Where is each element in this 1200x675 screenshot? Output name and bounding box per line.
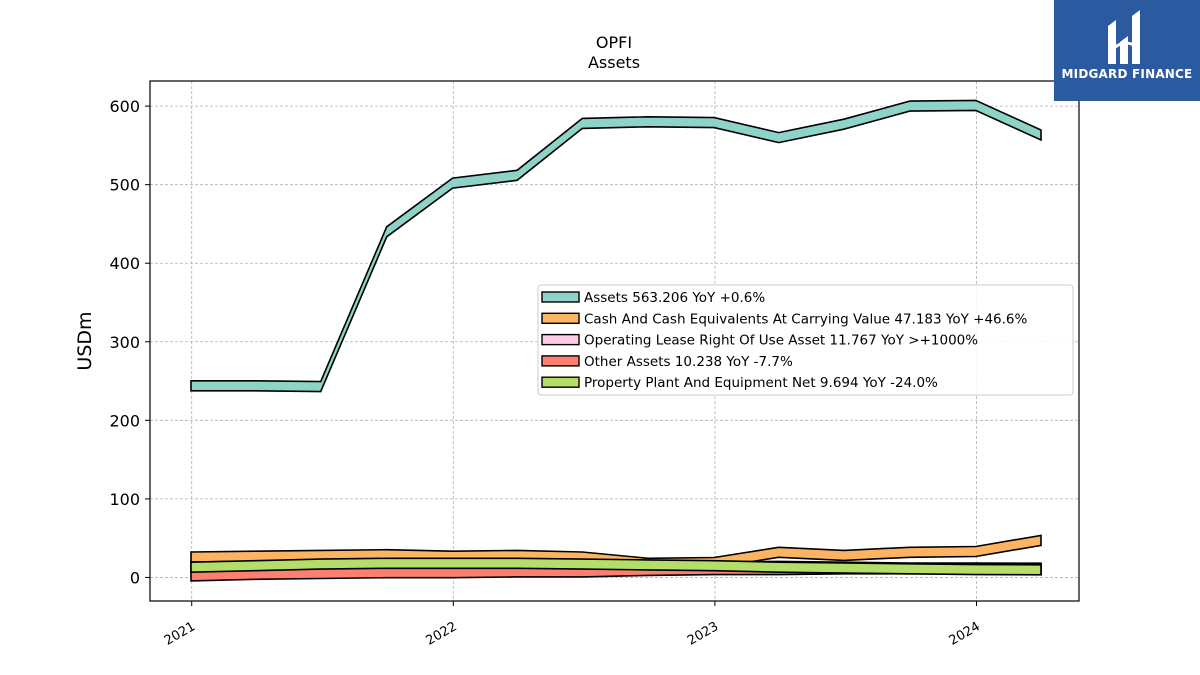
legend-swatch: [541, 376, 580, 388]
series-band-assets: [190, 99, 1042, 393]
legend-swatch: [541, 355, 580, 367]
legend-swatch: [541, 333, 580, 346]
y-tick-label: 500: [109, 176, 140, 195]
legend-entry: Cash And Cash Equivalents At Carrying Va…: [584, 311, 1028, 327]
logo-text: MIDGARD FINANCE: [1061, 67, 1193, 81]
legend-entry: Assets 563.206 YoY +0.6%: [584, 290, 765, 306]
x-tick-label: 2024: [947, 619, 983, 649]
x-tick-label: 2021: [162, 619, 198, 649]
y-tick-label: 600: [109, 97, 140, 116]
y-tick-label: 0: [130, 568, 140, 587]
chart-subtitle: Assets: [588, 53, 640, 72]
legend-entry: Property Plant And Equipment Net 9.694 Y…: [584, 375, 938, 391]
x-tick-label: 2023: [685, 619, 721, 649]
chart-title: OPFI: [596, 33, 632, 52]
series-layer: [190, 99, 1042, 582]
midgard-logo-icon: [1108, 10, 1140, 64]
y-tick-label: 300: [109, 333, 140, 352]
legend-swatch: [541, 291, 580, 303]
legend-swatch: [541, 312, 580, 324]
legend-entry: Operating Lease Right Of Use Asset 11.76…: [584, 333, 978, 349]
y-tick-label: 100: [109, 490, 140, 509]
series-band-property-plant-and-equipment-net: [190, 557, 1042, 576]
y-tick-label: 400: [109, 254, 140, 273]
y-axis-label: USDm: [74, 311, 96, 370]
x-tick-label: 2022: [423, 619, 459, 649]
legend-entry: Other Assets 10.238 YoY -7.7%: [584, 354, 793, 370]
legend-box: [537, 284, 1074, 396]
y-tick-label: 200: [109, 411, 140, 430]
plot-frame: [149, 80, 1080, 602]
legend: Assets 563.206 YoY +0.6% Cash And Cash Eq…: [537, 284, 1074, 396]
